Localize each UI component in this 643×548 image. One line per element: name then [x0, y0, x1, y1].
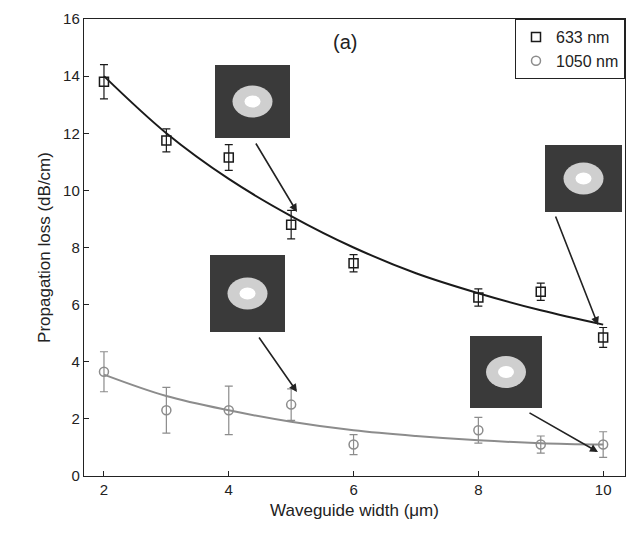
- svg-text:10: 10: [595, 481, 612, 498]
- svg-text:16: 16: [63, 10, 80, 27]
- svg-text:8: 8: [474, 481, 482, 498]
- svg-text:Propagation loss (dB/cm): Propagation loss (dB/cm): [35, 152, 54, 343]
- svg-text:6: 6: [71, 296, 79, 313]
- svg-text:Waveguide width (μm): Waveguide width (μm): [270, 501, 439, 520]
- svg-text:6: 6: [349, 481, 357, 498]
- svg-text:(a): (a): [333, 31, 357, 53]
- svg-text:0: 0: [71, 467, 79, 484]
- svg-text:14: 14: [63, 67, 80, 84]
- svg-text:8: 8: [71, 239, 79, 256]
- svg-text:10: 10: [63, 182, 80, 199]
- svg-text:12: 12: [63, 125, 80, 142]
- svg-text:1050 nm: 1050 nm: [556, 53, 618, 70]
- svg-text:2: 2: [100, 481, 108, 498]
- svg-text:4: 4: [71, 353, 79, 370]
- svg-text:2: 2: [71, 410, 79, 427]
- svg-text:633 nm: 633 nm: [556, 29, 609, 46]
- svg-text:4: 4: [225, 481, 233, 498]
